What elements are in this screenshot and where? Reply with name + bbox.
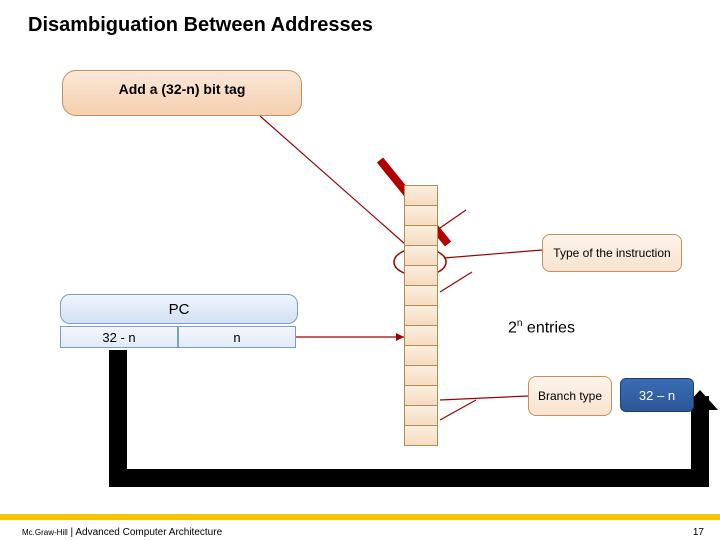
pc-left-field: 32 - n — [60, 326, 178, 348]
entries-base: 2 — [508, 319, 517, 336]
n-to-table-arrow — [396, 333, 404, 341]
tag-callout-text: Add a (32-n) bit tag — [119, 81, 246, 97]
table-row — [404, 305, 438, 326]
tag-callout: Add a (32-n) bit tag — [62, 70, 302, 116]
pc-right-text: n — [233, 330, 240, 345]
entries-count-label: 2n entries — [508, 318, 575, 337]
table-row — [404, 245, 438, 266]
table-row — [404, 405, 438, 426]
book-title-text: | Advanced Computer Architecture — [68, 527, 222, 538]
tag-width-text: 32 – n — [639, 388, 675, 403]
table-row — [404, 265, 438, 286]
table-row — [404, 385, 438, 406]
pc-left-text: 32 - n — [102, 330, 135, 345]
callout-to-entry-wire — [260, 116, 414, 252]
table-row — [404, 285, 438, 306]
tag-width-box: 32 – n — [620, 378, 694, 412]
page-number: 17 — [693, 527, 704, 538]
branch-type-box: Branch type — [528, 376, 612, 416]
publisher-text: Mc.Graw-Hill — [22, 528, 68, 537]
prediction-table — [404, 186, 438, 446]
entry-to-type-wire — [444, 250, 542, 258]
pc-box: PC — [60, 294, 298, 324]
footer-text: Mc.Graw-Hill | Advanced Computer Archite… — [22, 527, 222, 538]
table-row — [404, 345, 438, 366]
entry-to-branch-wire — [440, 396, 528, 400]
table-row — [404, 185, 438, 206]
table-row — [404, 425, 438, 446]
footer-accent-bar — [0, 514, 720, 520]
table-row — [404, 325, 438, 346]
table-row — [404, 205, 438, 226]
entry-side-lines — [440, 210, 476, 420]
pc-right-field: n — [178, 326, 296, 348]
table-row — [404, 225, 438, 246]
table-row — [404, 365, 438, 386]
type-of-instruction-text: Type of the instruction — [553, 246, 670, 260]
branch-type-text: Branch type — [538, 389, 602, 403]
type-of-instruction-box: Type of the instruction — [542, 234, 682, 272]
entries-suffix: entries — [522, 319, 574, 336]
slide-title: Disambiguation Between Addresses — [28, 14, 373, 37]
pc-label: PC — [169, 301, 190, 318]
